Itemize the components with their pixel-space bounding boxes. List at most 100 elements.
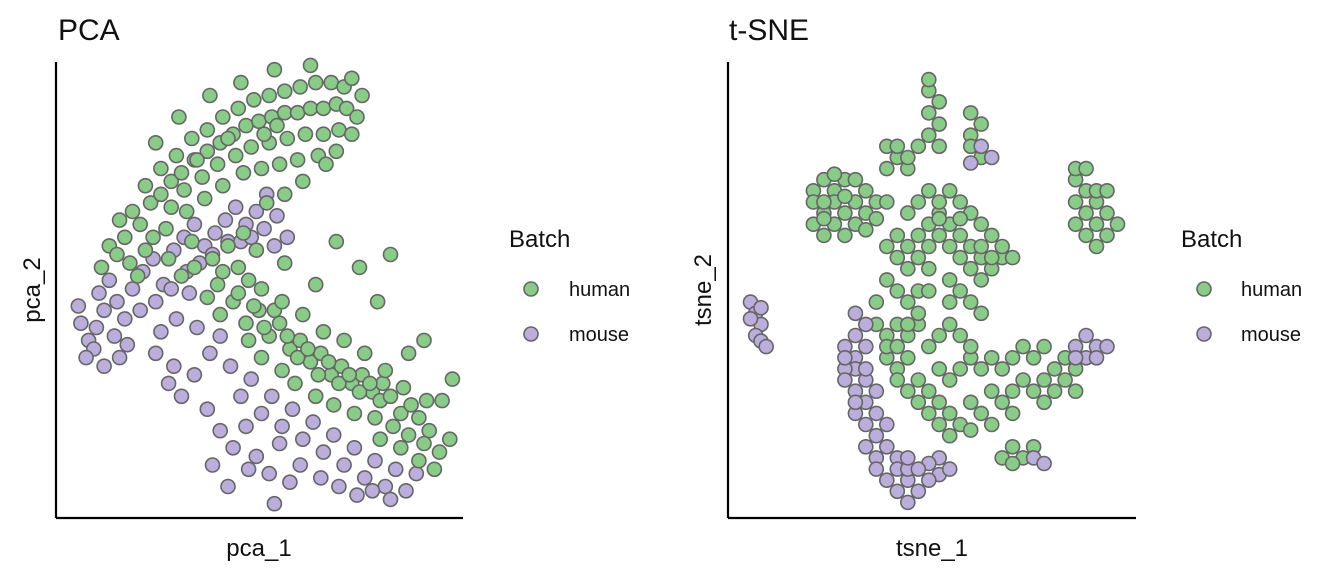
- data-point-human: [941, 372, 958, 388]
- data-point-mouse: [91, 285, 107, 301]
- data-point-human: [240, 332, 257, 349]
- data-point-human: [318, 156, 334, 172]
- data-point-human: [920, 71, 937, 88]
- data-point-mouse: [253, 405, 270, 422]
- pca-panel: PCA pca_1 pca_2 Batch human mouse: [19, 14, 630, 562]
- data-point-human: [158, 220, 174, 237]
- data-point-human: [392, 405, 409, 422]
- data-point-human: [271, 156, 288, 172]
- data-point-human: [325, 397, 342, 413]
- tsne-legend-key-mouse: [1196, 326, 1212, 342]
- data-point-human: [816, 194, 832, 210]
- data-point-human: [899, 260, 916, 277]
- data-point-mouse: [166, 358, 182, 375]
- data-point-mouse: [227, 199, 244, 215]
- data-point-human: [899, 383, 916, 400]
- data-point-human: [878, 272, 895, 288]
- data-point-human: [392, 439, 409, 456]
- data-point-human: [1015, 372, 1031, 388]
- data-point-human: [920, 338, 937, 355]
- data-point-mouse: [847, 394, 864, 411]
- data-point-mouse: [331, 478, 347, 495]
- data-point-mouse: [1078, 327, 1094, 344]
- data-point-human: [837, 188, 853, 205]
- data-point-mouse: [312, 470, 329, 486]
- data-point-mouse: [387, 461, 404, 478]
- data-point-human: [920, 183, 937, 199]
- data-point-mouse: [202, 345, 218, 362]
- data-point-human: [382, 246, 399, 263]
- data-point-mouse: [292, 457, 309, 473]
- data-point-human: [235, 225, 252, 241]
- data-point-human: [294, 173, 311, 190]
- data-point-human: [421, 422, 438, 439]
- data-point-mouse: [847, 327, 864, 344]
- data-point-human: [983, 349, 1000, 366]
- data-point-human: [920, 238, 937, 255]
- data-point-mouse: [106, 328, 123, 344]
- data-point-human: [1109, 216, 1126, 232]
- data-point-human: [899, 238, 916, 255]
- data-point-mouse: [910, 461, 927, 477]
- data-point-human: [124, 203, 141, 220]
- data-point-mouse: [233, 388, 249, 405]
- data-point-mouse: [124, 281, 141, 297]
- data-point-human: [307, 74, 324, 91]
- data-point-human: [857, 183, 874, 199]
- data-point-human: [289, 152, 306, 168]
- data-point-human: [952, 210, 969, 227]
- data-point-mouse: [878, 472, 895, 489]
- data-point-human: [1057, 372, 1073, 388]
- data-point-human: [1099, 205, 1115, 221]
- data-point-human: [307, 388, 324, 405]
- data-point-human: [983, 249, 1000, 266]
- data-point-human: [289, 104, 306, 121]
- data-point-human: [199, 289, 216, 306]
- data-point-human: [889, 138, 906, 155]
- data-point-human: [931, 138, 948, 155]
- data-point-human: [931, 210, 948, 227]
- data-point-human: [973, 216, 990, 232]
- data-point-human: [220, 238, 236, 254]
- data-point-mouse: [367, 452, 383, 469]
- data-point-human: [230, 100, 247, 117]
- data-point-human: [983, 416, 1000, 433]
- data-point-human: [1067, 383, 1084, 400]
- data-point-human: [1046, 383, 1063, 400]
- data-point-human: [199, 122, 216, 138]
- data-point-human: [952, 283, 969, 299]
- pca-points: [70, 57, 461, 512]
- data-point-mouse: [199, 401, 216, 418]
- data-point-mouse: [96, 302, 112, 319]
- data-point-human: [962, 394, 979, 411]
- data-point-mouse: [408, 465, 425, 482]
- data-point-mouse: [266, 495, 283, 512]
- data-point-human: [338, 100, 355, 117]
- data-point-mouse: [857, 316, 874, 333]
- data-point-human: [962, 260, 979, 277]
- data-point-human: [343, 126, 360, 142]
- data-point-human: [411, 452, 427, 469]
- data-point-mouse: [186, 216, 203, 233]
- data-point-human: [246, 92, 262, 108]
- tsne-legend-label-human: human: [1241, 279, 1302, 301]
- data-point-mouse: [983, 149, 1000, 166]
- data-point-human: [274, 293, 290, 310]
- data-point-mouse: [889, 483, 906, 500]
- data-point-human: [994, 238, 1011, 255]
- data-point-mouse: [238, 418, 254, 435]
- data-point-human: [243, 139, 259, 155]
- data-point-human: [899, 349, 916, 366]
- data-point-mouse: [377, 478, 394, 495]
- data-point-human: [952, 194, 969, 210]
- data-point-human: [209, 156, 226, 172]
- data-point-human: [910, 394, 927, 411]
- data-point-human: [403, 397, 419, 413]
- data-point-human: [962, 105, 979, 121]
- data-point-human: [248, 242, 265, 258]
- data-point-mouse: [962, 155, 979, 171]
- data-point-human: [1067, 216, 1084, 232]
- data-point-mouse: [305, 414, 321, 430]
- data-point-mouse: [325, 427, 342, 443]
- data-point-mouse: [758, 338, 775, 355]
